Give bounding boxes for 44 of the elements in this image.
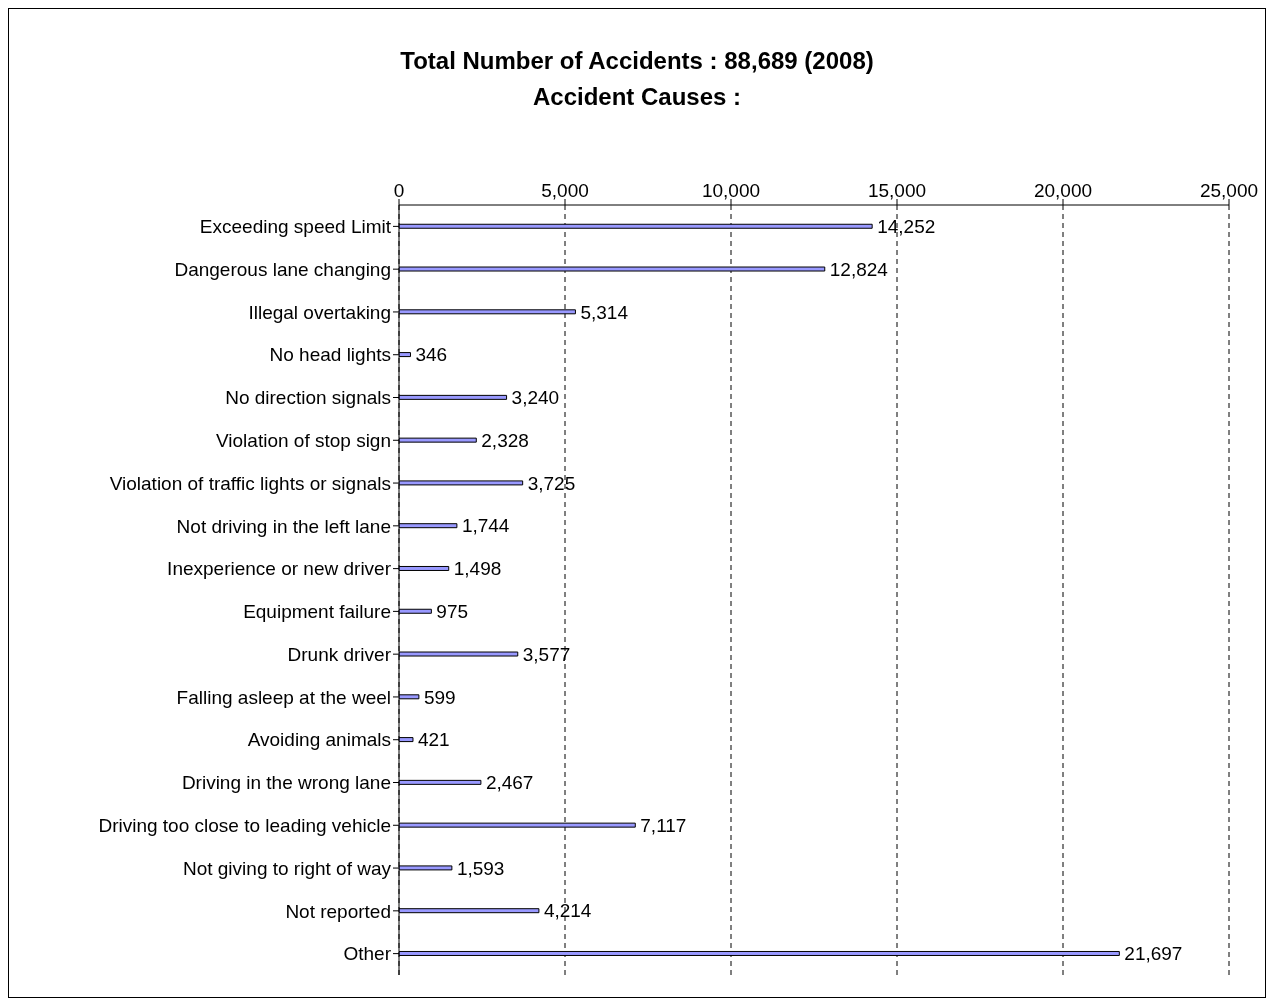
y-tick-label: Equipment failure: [243, 601, 391, 623]
y-tick-label: Illegal overtaking: [248, 301, 391, 323]
y-tick-label: Not reported: [285, 900, 391, 922]
data-label: 421: [417, 729, 450, 751]
data-label: 346: [415, 344, 448, 366]
y-tick-label: Other: [343, 943, 392, 965]
y-tick-label: No head lights: [269, 344, 391, 366]
y-tick-label: Driving too close to leading vehicle: [98, 815, 391, 837]
x-tick-label: 20,000: [1033, 180, 1093, 201]
data-label: 3,240: [511, 387, 560, 409]
y-tick-label: Violation of stop sign: [216, 430, 391, 452]
data-label: 975: [436, 600, 469, 622]
y-tick-label: Falling asleep at the weel: [176, 686, 391, 708]
y-tick-label: Avoiding animals: [247, 729, 391, 751]
data-label: 3,577: [522, 643, 571, 665]
data-label: 1,744: [461, 515, 510, 537]
data-label: 12,824: [829, 258, 889, 280]
y-tick-label: Drunk driver: [287, 643, 392, 665]
data-label: 14,252: [877, 215, 936, 237]
x-tick-label: 25,000: [1199, 180, 1259, 201]
y-tick-label: Inexperience or new driver: [167, 558, 392, 580]
x-tick-label: 15,000: [867, 180, 927, 201]
y-tick-label: Driving in the wrong lane: [181, 772, 391, 794]
x-tick-label: 0: [393, 180, 405, 201]
data-label: 599: [423, 686, 456, 708]
data-label: 1,498: [453, 558, 502, 580]
data-label: 3,725: [527, 472, 576, 494]
y-tick-label: Dangerous lane changing: [174, 258, 391, 280]
data-label: 4,214: [543, 900, 592, 922]
x-tick-label: 10,000: [701, 180, 761, 201]
chart-subtitle: Accident Causes :: [531, 82, 743, 112]
chart-title: Total Number of Accidents : 88,689 (2008): [399, 46, 875, 76]
data-label: 1,593: [456, 857, 505, 879]
y-tick-label: Not driving in the left lane: [176, 515, 391, 537]
data-label: 7,117: [640, 814, 687, 836]
data-label: 21,697: [1124, 943, 1183, 965]
y-tick-label: Not giving to right of way: [182, 857, 392, 879]
data-label: 2,328: [481, 429, 529, 451]
data-label: 5,314: [580, 301, 629, 323]
y-tick-label: No direction signals: [225, 387, 391, 409]
y-tick-label: Exceeding speed Limit: [199, 216, 392, 238]
data-label: 2,467: [485, 772, 534, 794]
x-tick-label: 5,000: [541, 180, 589, 201]
y-tick-label: Violation of traffic lights or signals: [109, 472, 391, 494]
